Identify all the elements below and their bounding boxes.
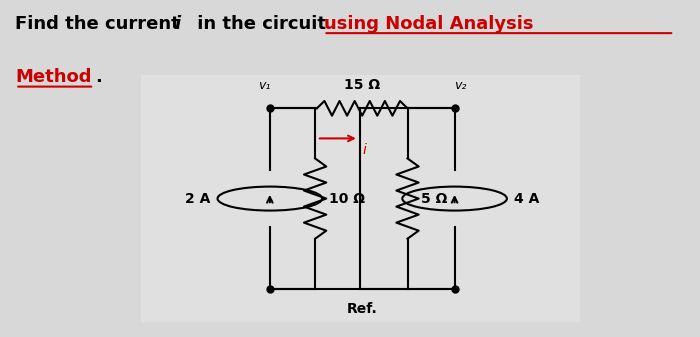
Text: in the circuit: in the circuit: [191, 15, 332, 33]
Text: 2 A: 2 A: [186, 191, 211, 206]
Text: i: i: [174, 15, 181, 33]
Text: v₂: v₂: [454, 79, 466, 92]
Text: 4 A: 4 A: [514, 191, 539, 206]
Text: Find the current: Find the current: [15, 15, 186, 33]
Text: Ref.: Ref.: [346, 302, 377, 316]
Text: Method: Method: [15, 68, 92, 86]
FancyBboxPatch shape: [141, 75, 580, 322]
Text: v₁: v₁: [258, 79, 270, 92]
Text: .: .: [95, 68, 102, 86]
Text: 5 Ω: 5 Ω: [421, 191, 448, 206]
Text: using Nodal Analysis: using Nodal Analysis: [323, 15, 533, 33]
Text: 10 Ω: 10 Ω: [329, 191, 365, 206]
Text: i: i: [362, 144, 366, 157]
Text: 15 Ω: 15 Ω: [344, 78, 380, 92]
